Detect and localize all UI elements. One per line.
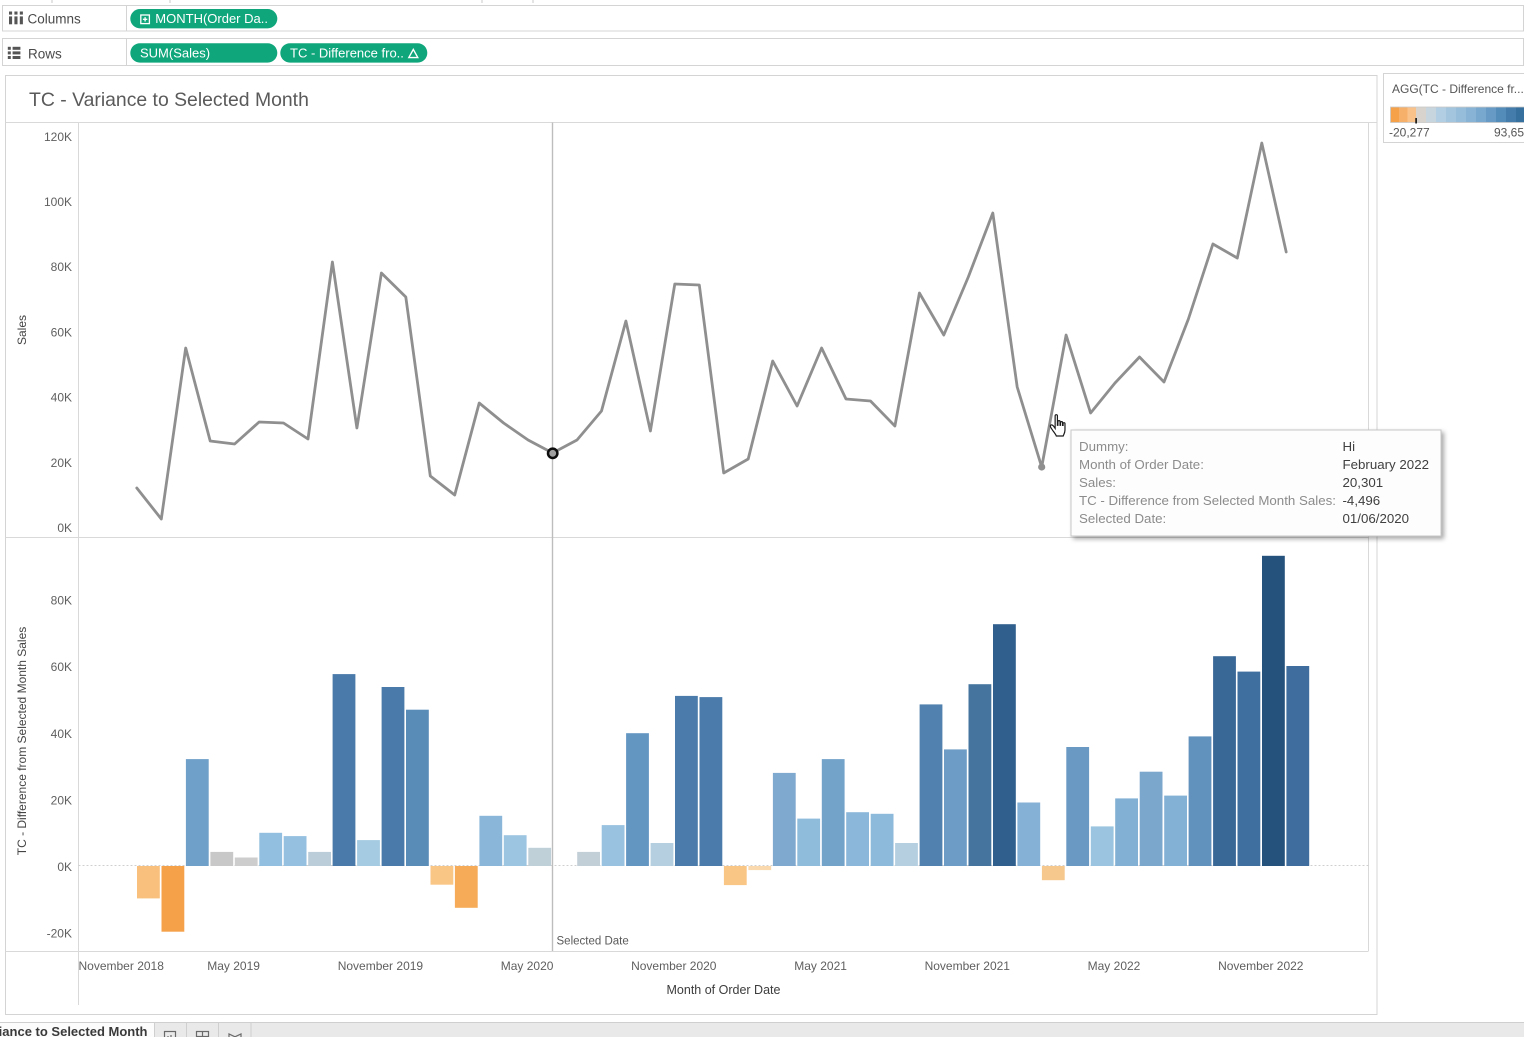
- svg-text:20,301: 20,301: [1343, 475, 1384, 490]
- svg-text:TC - Variance to Selected Mont: TC - Variance to Selected Month: [29, 89, 309, 111]
- svg-text:Month of Order Date: Month of Order Date: [667, 983, 781, 997]
- svg-text:60K: 60K: [51, 660, 72, 674]
- svg-text:20K: 20K: [51, 456, 72, 470]
- svg-text:Month of Order Date:: Month of Order Date:: [1079, 457, 1204, 472]
- svg-text:February 2022: February 2022: [1343, 457, 1429, 472]
- svg-text:TC - Variance to Selected Mont: TC - Variance to Selected Month: [0, 1024, 148, 1037]
- svg-text:May 2021: May 2021: [794, 959, 847, 973]
- svg-text:TC - Difference from Selected: TC - Difference from Selected Month Sale…: [15, 627, 29, 856]
- svg-text:93,657: 93,657: [1494, 126, 1524, 140]
- svg-text:60K: 60K: [51, 325, 72, 339]
- svg-text:November 2018: November 2018: [79, 959, 165, 973]
- svg-text:80K: 80K: [51, 260, 72, 274]
- svg-text:SUM(Sales): SUM(Sales): [140, 45, 210, 60]
- svg-text:Rows: Rows: [28, 47, 62, 62]
- svg-text:-20,277: -20,277: [1389, 126, 1430, 140]
- svg-text:November 2020: November 2020: [631, 959, 717, 973]
- svg-text:November 2021: November 2021: [925, 959, 1011, 973]
- svg-text:TC - Difference from Selected: TC - Difference from Selected Month Sale…: [1079, 493, 1336, 508]
- svg-text:40K: 40K: [51, 391, 72, 405]
- svg-text:AGG(TC - Difference fr...: AGG(TC - Difference fr...: [1392, 82, 1524, 96]
- svg-text:20K: 20K: [51, 793, 72, 807]
- svg-text:MONTH(Order Da..: MONTH(Order Da..: [155, 11, 268, 26]
- svg-text:100K: 100K: [44, 195, 72, 209]
- svg-text:120K: 120K: [44, 130, 72, 144]
- svg-text:November 2022: November 2022: [1218, 959, 1304, 973]
- svg-text:Dummy:: Dummy:: [1079, 439, 1129, 454]
- svg-text:November 2019: November 2019: [338, 959, 424, 973]
- svg-text:80K: 80K: [51, 594, 72, 608]
- svg-text:-4,496: -4,496: [1343, 493, 1381, 508]
- svg-text:May 2022: May 2022: [1088, 959, 1141, 973]
- svg-text:Sales:: Sales:: [1079, 475, 1116, 490]
- svg-text:TC - Difference fro..: TC - Difference fro..: [290, 45, 404, 60]
- svg-text:Hi: Hi: [1343, 439, 1356, 454]
- svg-text:01/06/2020: 01/06/2020: [1343, 511, 1410, 526]
- svg-text:-20K: -20K: [47, 927, 72, 941]
- svg-text:0K: 0K: [57, 860, 72, 874]
- svg-text:May 2020: May 2020: [501, 959, 554, 973]
- svg-text:May 2019: May 2019: [207, 959, 260, 973]
- svg-text:Sales: Sales: [15, 315, 29, 345]
- svg-text:Selected Date:: Selected Date:: [1079, 511, 1166, 526]
- svg-text:Columns: Columns: [28, 12, 82, 27]
- svg-text:40K: 40K: [51, 727, 72, 741]
- svg-text:Selected Date: Selected Date: [557, 936, 629, 948]
- svg-text:0K: 0K: [57, 521, 72, 535]
